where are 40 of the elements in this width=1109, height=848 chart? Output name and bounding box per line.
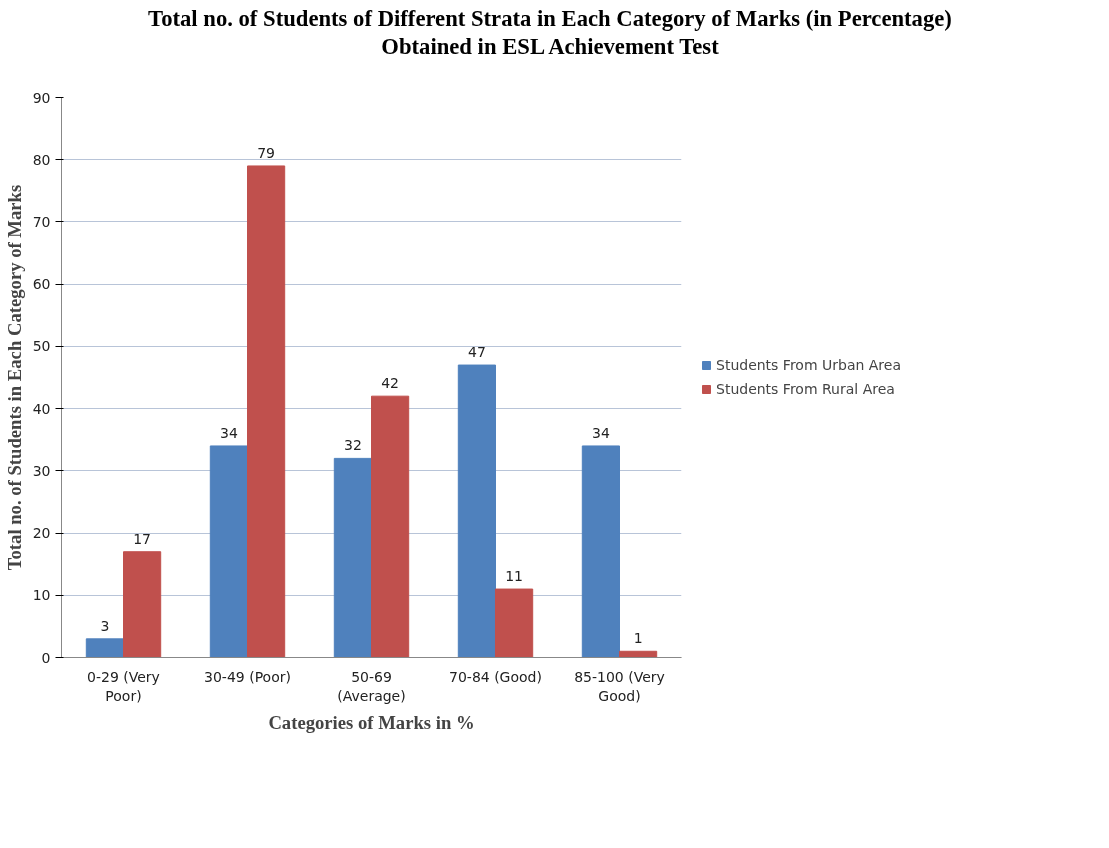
bar: [333, 457, 372, 658]
y-tick-label: 30: [32, 462, 51, 479]
y-axis-title: Total no. of Students in Each Category of Marks: [3, 184, 25, 570]
y-tick-label: 90: [32, 89, 51, 106]
x-tick-label: 85-100 (Very Good): [574, 668, 665, 704]
data-label: 34: [219, 424, 238, 441]
bar: [371, 395, 410, 658]
chart-subtitle: Obtained in ESL Achievement Test: [381, 34, 719, 60]
x-tick-label: 70-84 (Good): [449, 668, 542, 685]
bar: [495, 588, 534, 658]
y-tick-label: 40: [32, 400, 51, 417]
y-tick-label: 20: [32, 524, 51, 541]
data-label: 32: [343, 437, 362, 454]
data-label: 42: [381, 374, 400, 391]
data-label: 47: [467, 343, 486, 360]
bar: [457, 364, 496, 658]
data-label: 1: [633, 629, 643, 646]
y-tick-label: 70: [32, 213, 51, 230]
bar: [123, 550, 162, 658]
data-label: 11: [505, 567, 524, 584]
x-axis-title: Categories of Marks in %: [268, 711, 475, 733]
chart-title: Total no. of Students of Different Strata in Each Category of Marks (in Percentage): [148, 6, 952, 31]
data-label: 79: [257, 144, 276, 161]
y-tick-label: 60: [32, 275, 51, 292]
data-label: 34: [591, 424, 610, 441]
x-tick-label: 30-49 (Poor): [204, 668, 291, 685]
legend-label: Students From Urban Area: [716, 356, 902, 373]
y-tick-label: 0: [41, 649, 51, 666]
bar: [85, 637, 124, 658]
x-tick-label: 0-29 (Very Poor): [87, 668, 160, 704]
data-label: 3: [100, 617, 110, 634]
y-tick-label: 80: [32, 151, 51, 168]
bar: [247, 165, 286, 658]
y-tick-label: 50: [32, 338, 51, 355]
bar: [209, 445, 248, 658]
bar: [581, 445, 620, 658]
legend-label: Students From Rural Area: [716, 380, 895, 397]
x-tick-label: 50-69 (Average): [337, 668, 406, 704]
data-label: 17: [133, 530, 152, 547]
y-tick-label: 10: [32, 586, 51, 603]
